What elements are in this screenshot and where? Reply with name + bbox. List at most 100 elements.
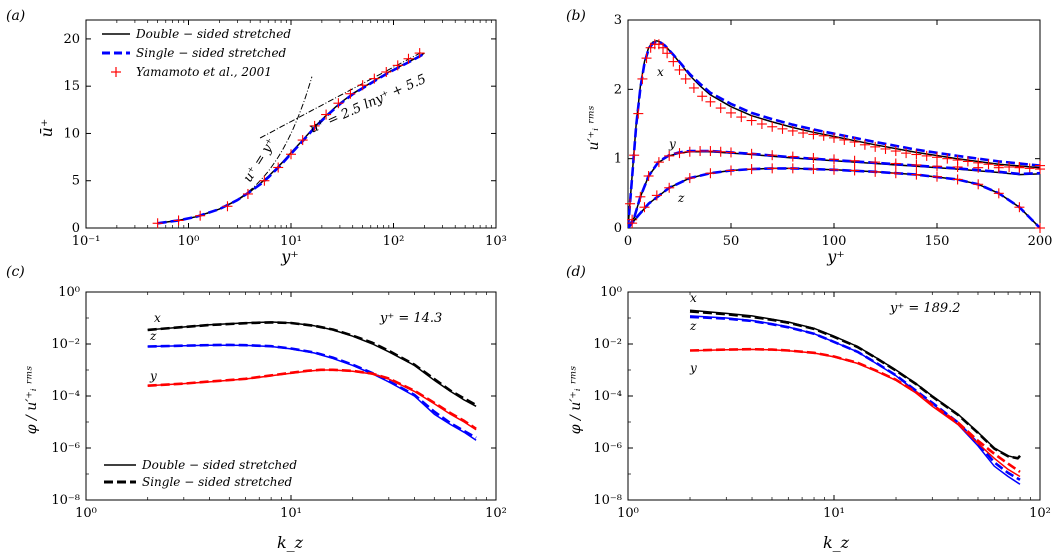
series-b-x-yamamoto-marker: [818, 130, 829, 141]
series-b-x-yamamoto-marker: [849, 137, 860, 148]
y-tick-label-b-0: 0: [614, 221, 622, 236]
series-b-y-yamamoto-marker: [643, 171, 654, 181]
y-tick-label-a-4: 20: [63, 32, 80, 47]
series-b-x-yamamoto-marker: [658, 42, 669, 53]
series-b-x-yamamoto-marker: [697, 91, 708, 102]
series-b-y-yamamoto-marker: [726, 147, 736, 158]
log-law-line: [259, 51, 423, 139]
component-label-b-z: z: [677, 191, 685, 205]
x-tick-label-b-0: 0: [624, 234, 632, 249]
legend-label-single: Single − sided stretched: [136, 46, 287, 60]
series-d-y-single: [689, 347, 1021, 473]
series-b-z-yamamoto-marker: [829, 164, 839, 175]
series-b-y-yamamoto-marker: [911, 159, 922, 170]
series-b-x-yamamoto-marker: [1004, 161, 1015, 172]
series-a-yamamoto-et-al-2001-marker: [152, 218, 163, 229]
x-tick-label-d-1: 10¹: [823, 506, 845, 521]
series-b-x-yamamoto-marker: [705, 96, 716, 107]
x-tick-label-b-2: 100: [822, 234, 847, 249]
panel-label-d: (d): [566, 264, 586, 280]
legend-label-c-double: Double − sided stretched: [141, 458, 297, 472]
series-b-z-yamamoto-marker: [911, 169, 922, 180]
y-tick-label-d-4: 10⁰: [600, 285, 622, 300]
component-label-d-z: z: [689, 319, 697, 333]
series-b-z-yamamoto-marker: [664, 182, 675, 193]
series-b-y-yamamoto-marker: [715, 146, 726, 157]
series-a-yamamoto-et-al-2001: [152, 48, 425, 229]
series-b-y-yamamoto-marker: [746, 148, 757, 159]
annotation-yplus-c: y⁺ = 14.3: [379, 311, 442, 326]
series-b-x-single: [628, 40, 1040, 228]
series-c-x-single: [147, 321, 477, 407]
series-b-z-yamamoto-marker: [1014, 202, 1025, 213]
series-b-y-yamamoto-marker: [849, 155, 860, 166]
series-b-z-yamamoto-marker: [870, 166, 881, 177]
series-b-z-yamamoto-marker: [705, 168, 716, 179]
y-tick-label-b-3: 3: [614, 13, 622, 28]
y-tick-label-d-0: 10⁻⁸: [593, 493, 622, 508]
series-a-yamamoto-et-al-2001-marker: [333, 98, 344, 109]
component-label-d-y: y: [689, 361, 697, 375]
series-b-x-yamamoto-marker: [629, 150, 640, 161]
series-b-x-yamamoto-marker: [942, 153, 953, 164]
series-b-x-yamamoto-marker: [859, 139, 870, 150]
series-b-x-yamamoto-marker: [625, 198, 636, 209]
y-tick-label-c-2: 10⁻⁴: [51, 389, 80, 404]
series-b-y-yamamoto-marker: [993, 162, 1004, 173]
series-a-yamamoto-et-al-2001-marker: [369, 73, 380, 84]
series-b-y-yamamoto-marker: [684, 146, 695, 157]
x-tick-label-b-4: 200: [1028, 234, 1053, 249]
series-b-z-yamamoto-marker: [627, 218, 638, 229]
x-tick-label-a-1: 10⁰: [178, 234, 200, 249]
series-a-yamamoto-et-al-2001-marker: [195, 210, 206, 221]
series-b-y-yamamoto: [627, 146, 1045, 225]
series-d-y-double: [689, 348, 1021, 478]
y-tick-label-c-4: 10⁰: [58, 285, 80, 300]
component-label-d-x: x: [690, 291, 697, 305]
series-b-x-yamamoto-marker: [880, 143, 891, 154]
component-label-c-y: y: [149, 369, 157, 383]
series-b-z-yamamoto-marker: [746, 164, 757, 175]
series-b-x-yamamoto-marker: [674, 64, 685, 75]
x-tick-label-a-3: 10²: [383, 234, 405, 249]
series-b-x-yamamoto-marker: [746, 115, 757, 126]
series-b-z-yamamoto-marker: [787, 163, 798, 174]
series-b-x-yamamoto-marker: [726, 107, 736, 118]
series-b-x-yamamoto-marker: [641, 53, 652, 64]
series-b-y-yamamoto-marker: [695, 146, 706, 157]
series-b-y-yamamoto-marker: [1014, 161, 1025, 172]
y-tick-label-c-0: 10⁻⁸: [51, 493, 80, 508]
series-b-y-yamamoto-marker: [973, 162, 984, 173]
series-b-x-yamamoto-marker: [662, 48, 673, 59]
series-b-x-yamamoto-marker: [829, 132, 839, 143]
chart-panel-a: 10⁻¹ 10⁰ 10¹ 10² 10³ 0 5 10 15 20 y⁺ ū⁺ u⁺ = y⁺ u…: [37, 19, 507, 266]
annotation-log-law: u⁺ = 2.5 lny⁺ + 5.5: [308, 72, 429, 137]
y-tick-label-d-3: 10⁻²: [593, 337, 622, 352]
y-tick-label-a-1: 5: [72, 174, 80, 189]
series-b-z-yamamoto-marker: [651, 190, 662, 201]
series-b-y-yamamoto-marker: [870, 157, 881, 168]
y-tick-label-a-0: 0: [72, 221, 80, 236]
series-b-z-yamamoto-marker: [1035, 223, 1045, 233]
x-axis-label-a: y⁺: [280, 247, 298, 266]
series-b-y-yamamoto-marker: [767, 150, 778, 161]
axes-box-b: [627, 19, 1041, 229]
linear-law-line: [188, 76, 313, 219]
series-b-y-yamamoto-marker: [705, 146, 716, 157]
series-b-y-yamamoto-marker: [829, 154, 839, 165]
series-d-x-single: [689, 310, 1021, 460]
series-c-z-double: [147, 344, 477, 441]
plot-area-a: 10⁻¹ 10⁰ 10¹ 10² 10³ 0 5 10 15 20: [63, 19, 507, 249]
series-a-yamamoto-et-al-2001-marker: [345, 88, 356, 99]
component-label-b-x: x: [657, 65, 664, 79]
series-b-x-yamamoto-marker: [756, 119, 767, 129]
x-axis-label-d: k_z: [823, 533, 850, 552]
x-tick-label-c-2: 10²: [485, 506, 507, 521]
legend-label-c-single: Single − sided stretched: [142, 475, 293, 489]
series-a-yamamoto-et-al-2001-marker: [403, 53, 414, 64]
series-a-yamamoto-et-al-2001-marker: [414, 48, 425, 59]
legend-marker-yamamoto: [111, 67, 121, 77]
legend-label-double: Double − sided stretched: [135, 27, 291, 41]
series-b-z-yamamoto: [627, 163, 1045, 233]
